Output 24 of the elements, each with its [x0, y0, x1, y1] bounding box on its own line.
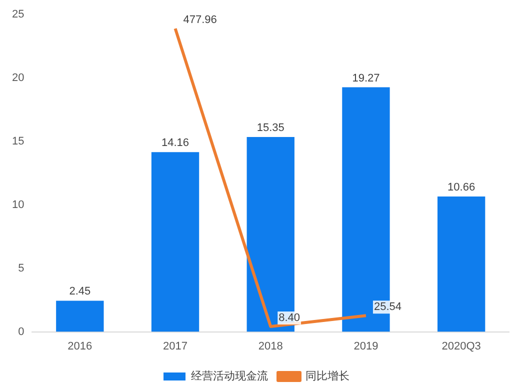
data-label: 477.96 — [183, 14, 217, 26]
bar — [56, 300, 104, 332]
data-label: 15.35 — [256, 122, 284, 134]
data-label: 25.54 — [374, 301, 402, 314]
x-tick-label: 2020Q3 — [442, 340, 481, 352]
x-tick-label: 2017 — [163, 340, 188, 352]
y-tick-label: 20 — [12, 72, 24, 84]
data-label: 8.40 — [278, 312, 300, 324]
y-tick-label: 15 — [12, 136, 24, 148]
x-tick-label: 2019 — [354, 340, 378, 352]
data-label: 10.66 — [448, 182, 476, 194]
x-tick-label: 2018 — [258, 340, 283, 352]
bar — [151, 152, 200, 332]
data-label: 2.45 — [69, 286, 91, 298]
x-tick-label: 2016 — [68, 340, 92, 352]
y-tick-label: 10 — [12, 198, 24, 211]
legend-label: 经营活动现金流 — [191, 370, 268, 383]
data-label: 14.16 — [162, 137, 190, 150]
data-label: 19.27 — [352, 72, 380, 84]
y-tick-label: 25 — [12, 8, 24, 21]
legend-label: 同比增长 — [306, 370, 350, 383]
y-tick-label: 0 — [18, 326, 24, 338]
y-tick-label: 5 — [18, 262, 24, 274]
bar — [437, 196, 486, 332]
